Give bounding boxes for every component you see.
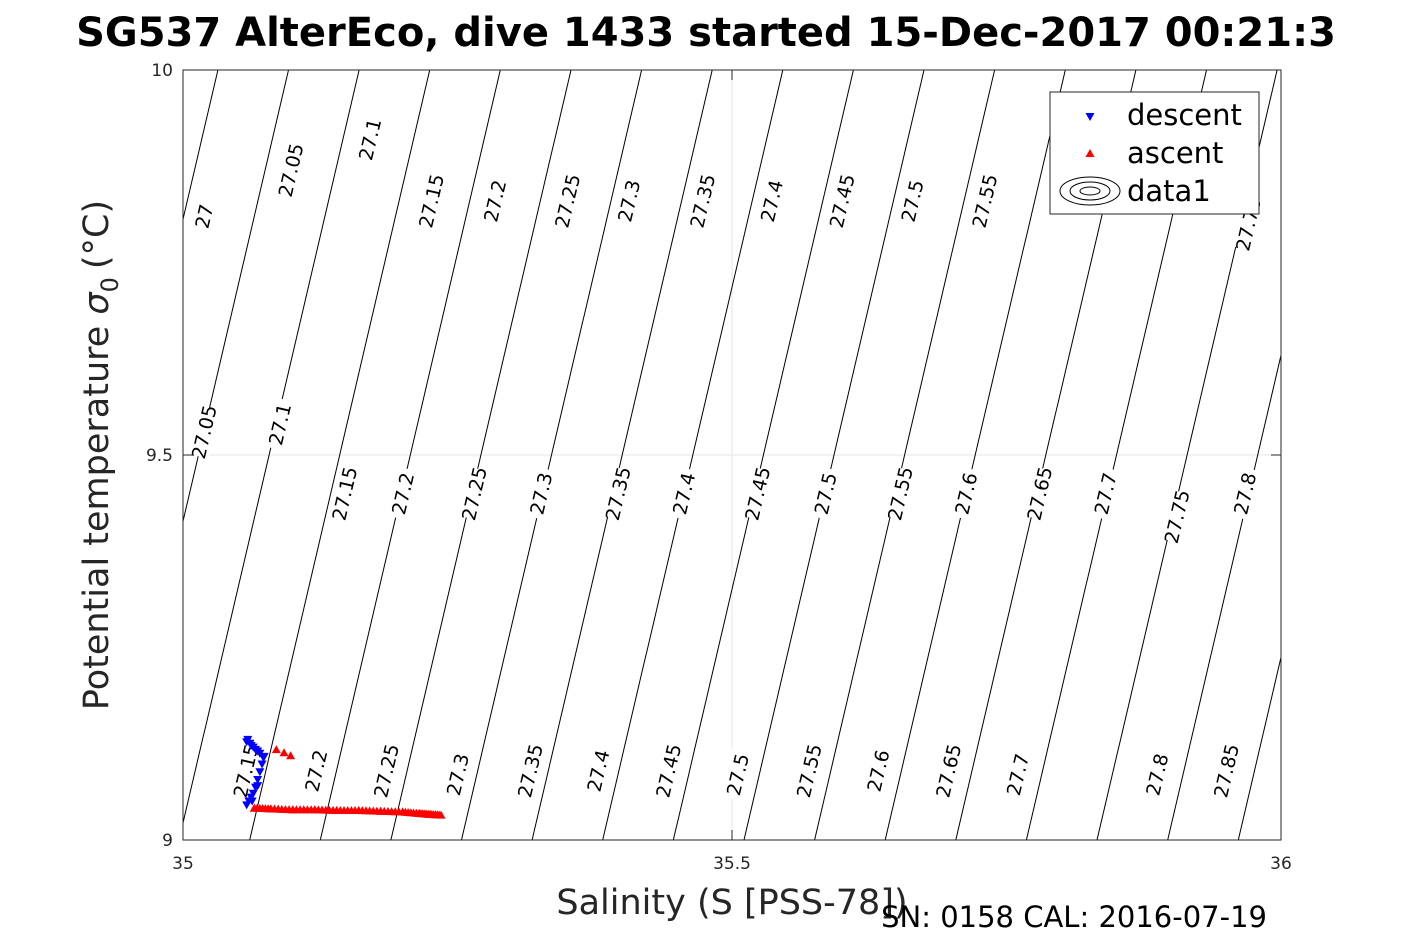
isopycnal-line bbox=[1237, 655, 1281, 840]
ascent-point bbox=[436, 810, 446, 819]
ascent-point bbox=[398, 807, 408, 816]
axis-ticks: 35 35.5 36 9 9.5 10 bbox=[146, 61, 1292, 874]
legend: descent ascent data1 bbox=[1049, 91, 1260, 215]
x-tick-label: 35 bbox=[172, 854, 194, 874]
isopycnal-label: 27.15 bbox=[414, 172, 449, 230]
ascent-point bbox=[286, 751, 296, 760]
ascent-point bbox=[249, 803, 259, 812]
isopycnal-label: 27 bbox=[187, 189, 221, 244]
x-axis-label: Salinity (S [PSS-78]) bbox=[556, 883, 907, 923]
ascent-point bbox=[266, 804, 276, 813]
isopycnal-line bbox=[319, 70, 501, 840]
legend-descent-marker bbox=[1085, 113, 1095, 121]
isopycnal-line bbox=[672, 70, 854, 840]
y-axis-label-group: Potential temperature σ0 (°C) bbox=[77, 200, 124, 710]
isopycnal-labels: 27.05 27.127.15 27.2 27.25 27.3 27.35 27.4 27.4… bbox=[187, 112, 1266, 802]
y-axis-label-unit: (°C) bbox=[77, 200, 117, 269]
ascent-point bbox=[279, 748, 289, 757]
descent-point bbox=[255, 768, 265, 777]
y-tick-label: 9.5 bbox=[146, 446, 173, 466]
y-axis-label-text: Potential temperature bbox=[77, 326, 117, 710]
descent-point bbox=[253, 782, 263, 791]
isopycnal-label: 27.05 bbox=[274, 141, 308, 199]
ascent-point bbox=[332, 805, 342, 814]
ascent-point bbox=[414, 809, 424, 818]
legend-data1-marker bbox=[1059, 176, 1121, 206]
isopycnal-line bbox=[602, 70, 784, 840]
legend-ascent-marker bbox=[1085, 149, 1095, 157]
footer-serial-cal: SN: 0158 CAL: 2016-07-19 bbox=[881, 900, 1267, 934]
isopycnal-line bbox=[884, 70, 1066, 840]
data-points bbox=[242, 735, 446, 819]
legend-ascent-label: ascent bbox=[1127, 136, 1223, 170]
ascent-point bbox=[271, 745, 281, 754]
isopycnal-line bbox=[460, 70, 643, 840]
legend-descent-label: descent bbox=[1127, 98, 1242, 132]
isopycnal-line bbox=[743, 70, 925, 840]
descent-point bbox=[258, 753, 268, 762]
ascent-point bbox=[376, 806, 386, 815]
isopycnal-label: 27.05 bbox=[187, 403, 222, 461]
isopycnal-line bbox=[249, 70, 431, 840]
ascent-point bbox=[288, 805, 298, 814]
ascent-point bbox=[425, 809, 435, 818]
isopycnal-line bbox=[1167, 353, 1281, 840]
y-tick-label: 9 bbox=[162, 831, 173, 851]
y-tick-label: 10 bbox=[151, 61, 173, 81]
descent-point bbox=[257, 760, 267, 769]
isopycnal-label: 27.75 bbox=[1160, 488, 1195, 546]
ascent-point bbox=[354, 805, 364, 814]
isopycnal-label: 27.2 bbox=[299, 743, 332, 798]
y-axis-label-symbol: σ bbox=[77, 291, 117, 315]
descent-point bbox=[247, 797, 257, 806]
isopycnal-line bbox=[183, 70, 360, 826]
legend-data1-label: data1 bbox=[1127, 174, 1211, 208]
isopycnal-line bbox=[814, 70, 996, 840]
isopycnal-line bbox=[390, 70, 572, 840]
legend-box bbox=[1049, 91, 1260, 215]
y-axis-label-subscript: 0 bbox=[96, 277, 124, 292]
x-tick-label: 36 bbox=[1270, 854, 1292, 874]
x-tick-label: 35.5 bbox=[713, 854, 751, 874]
isopycnal-line bbox=[531, 70, 713, 840]
descent-point bbox=[253, 775, 263, 784]
chart-title: SG537 AlterEco, dive 1433 started 15-Dec… bbox=[76, 10, 1336, 56]
isopycnal-label: 27.7 bbox=[1001, 747, 1034, 802]
y-axis-label: Potential temperature σ0 (°C) bbox=[77, 200, 124, 710]
descent-point bbox=[248, 789, 258, 798]
ascent-point bbox=[310, 805, 320, 814]
isopycnal-label-text: 27 bbox=[191, 202, 218, 231]
isopycnal-line bbox=[183, 70, 219, 222]
isopycnal-label: 27.35 bbox=[601, 465, 636, 523]
